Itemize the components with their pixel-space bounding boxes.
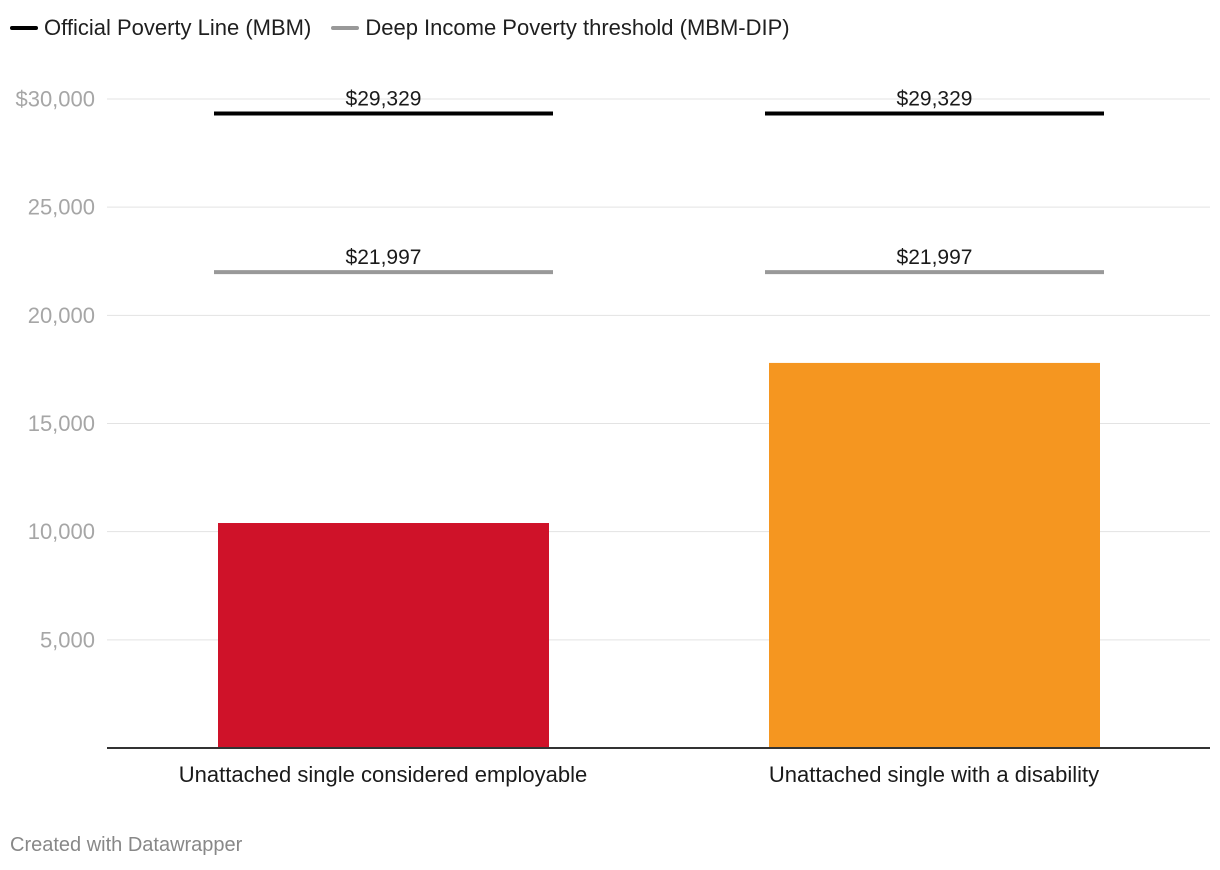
legend-swatch-mbm: [10, 26, 38, 30]
y-tick-label: 5,000: [40, 627, 95, 652]
bar: [218, 523, 549, 748]
y-tick-label: 20,000: [28, 303, 95, 328]
y-tick-label: $30,000: [15, 87, 95, 112]
footer-credit: Created with Datawrapper: [10, 834, 243, 856]
legend-label-mbm: Official Poverty Line (MBM): [44, 15, 312, 40]
legend-label-mbm-dip: Deep Income Poverty threshold (MBM-DIP): [365, 15, 790, 40]
y-tick-label: 25,000: [28, 195, 95, 220]
bar-chart: 5,000 10,000 15,000 20,000 25,000 $30,000 $29,…: [15, 87, 1210, 787]
bar: [769, 362, 1100, 748]
reference-line-label: $21,997: [346, 246, 422, 269]
reference-line-label: $21,997: [897, 246, 973, 269]
legend-swatch-mbm-dip: [331, 26, 360, 30]
reference-line-label: $29,329: [346, 88, 422, 111]
legend-item-mbm-dip: Deep Income Poverty threshold (MBM-DIP): [331, 15, 790, 41]
legend-item-mbm: Official Poverty Line (MBM): [10, 15, 311, 41]
chart-legend: Official Poverty Line (MBM) Deep Income …: [10, 14, 790, 42]
x-category-label: Unattached single with a disability: [769, 762, 1099, 787]
x-category-label: Unattached single considered employable: [179, 762, 587, 787]
reference-line-label: $29,329: [897, 88, 973, 111]
y-tick-label: 10,000: [28, 519, 95, 544]
y-tick-label: 15,000: [28, 411, 95, 436]
